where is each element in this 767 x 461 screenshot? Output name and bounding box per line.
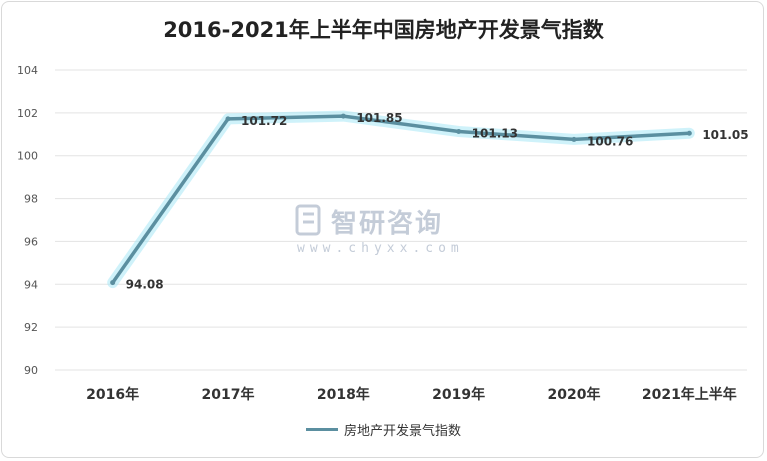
y-tick-label: 90 — [24, 364, 38, 377]
data-point — [340, 113, 346, 119]
series-line — [110, 114, 692, 285]
y-tick-label: 102 — [17, 107, 38, 120]
data-label: 100.76 — [587, 134, 633, 148]
x-category-label: 2017年 — [202, 386, 255, 403]
y-axis-ticks: 90 92 94 96 98 100 102 104 — [17, 64, 38, 377]
watermark-text: 智研咨询 — [331, 208, 443, 239]
y-tick-label: 100 — [17, 150, 38, 163]
y-tick-label: 104 — [17, 64, 38, 77]
x-category-label: 2021年上半年 — [642, 386, 737, 403]
data-label: 94.08 — [126, 278, 164, 292]
y-tick-label: 96 — [24, 235, 38, 248]
data-label: 101.85 — [356, 111, 402, 125]
data-point — [571, 136, 577, 142]
series-layer — [107, 110, 695, 289]
x-axis-categories: 2016年 2017年 2018年 2019年 2020年 2021年上半年 — [86, 386, 737, 403]
legend-label: 房地产开发景气指数 — [343, 424, 461, 439]
chyxx-logo-icon — [295, 204, 321, 236]
chart-title: 2016-2021年上半年中国房地产开发景气指数 — [163, 18, 604, 42]
data-label: 101.72 — [241, 114, 287, 128]
x-category-label: 2020年 — [548, 386, 601, 403]
gridlines — [55, 69, 747, 371]
y-tick-label: 94 — [24, 278, 38, 291]
x-category-label: 2019年 — [432, 386, 485, 403]
data-point — [225, 116, 231, 122]
data-point — [686, 130, 692, 136]
data-point — [456, 129, 462, 134]
data-point — [110, 280, 116, 286]
data-labels: 94.08 101.72 101.85 101.13 100.76 101.05 — [126, 111, 749, 292]
y-tick-label: 98 — [24, 193, 38, 206]
legend-swatch — [305, 428, 338, 431]
legend: 房地产开发景气指数 — [0, 420, 767, 439]
y-tick-label: 92 — [24, 321, 38, 334]
watermark: 智研咨询 www.chyxx.com — [295, 204, 464, 256]
data-label: 101.05 — [702, 128, 748, 142]
data-label: 101.13 — [472, 127, 518, 141]
x-category-label: 2018年 — [317, 386, 370, 403]
watermark-url: www.chyxx.com — [297, 241, 464, 256]
x-category-label: 2016年 — [86, 386, 139, 403]
